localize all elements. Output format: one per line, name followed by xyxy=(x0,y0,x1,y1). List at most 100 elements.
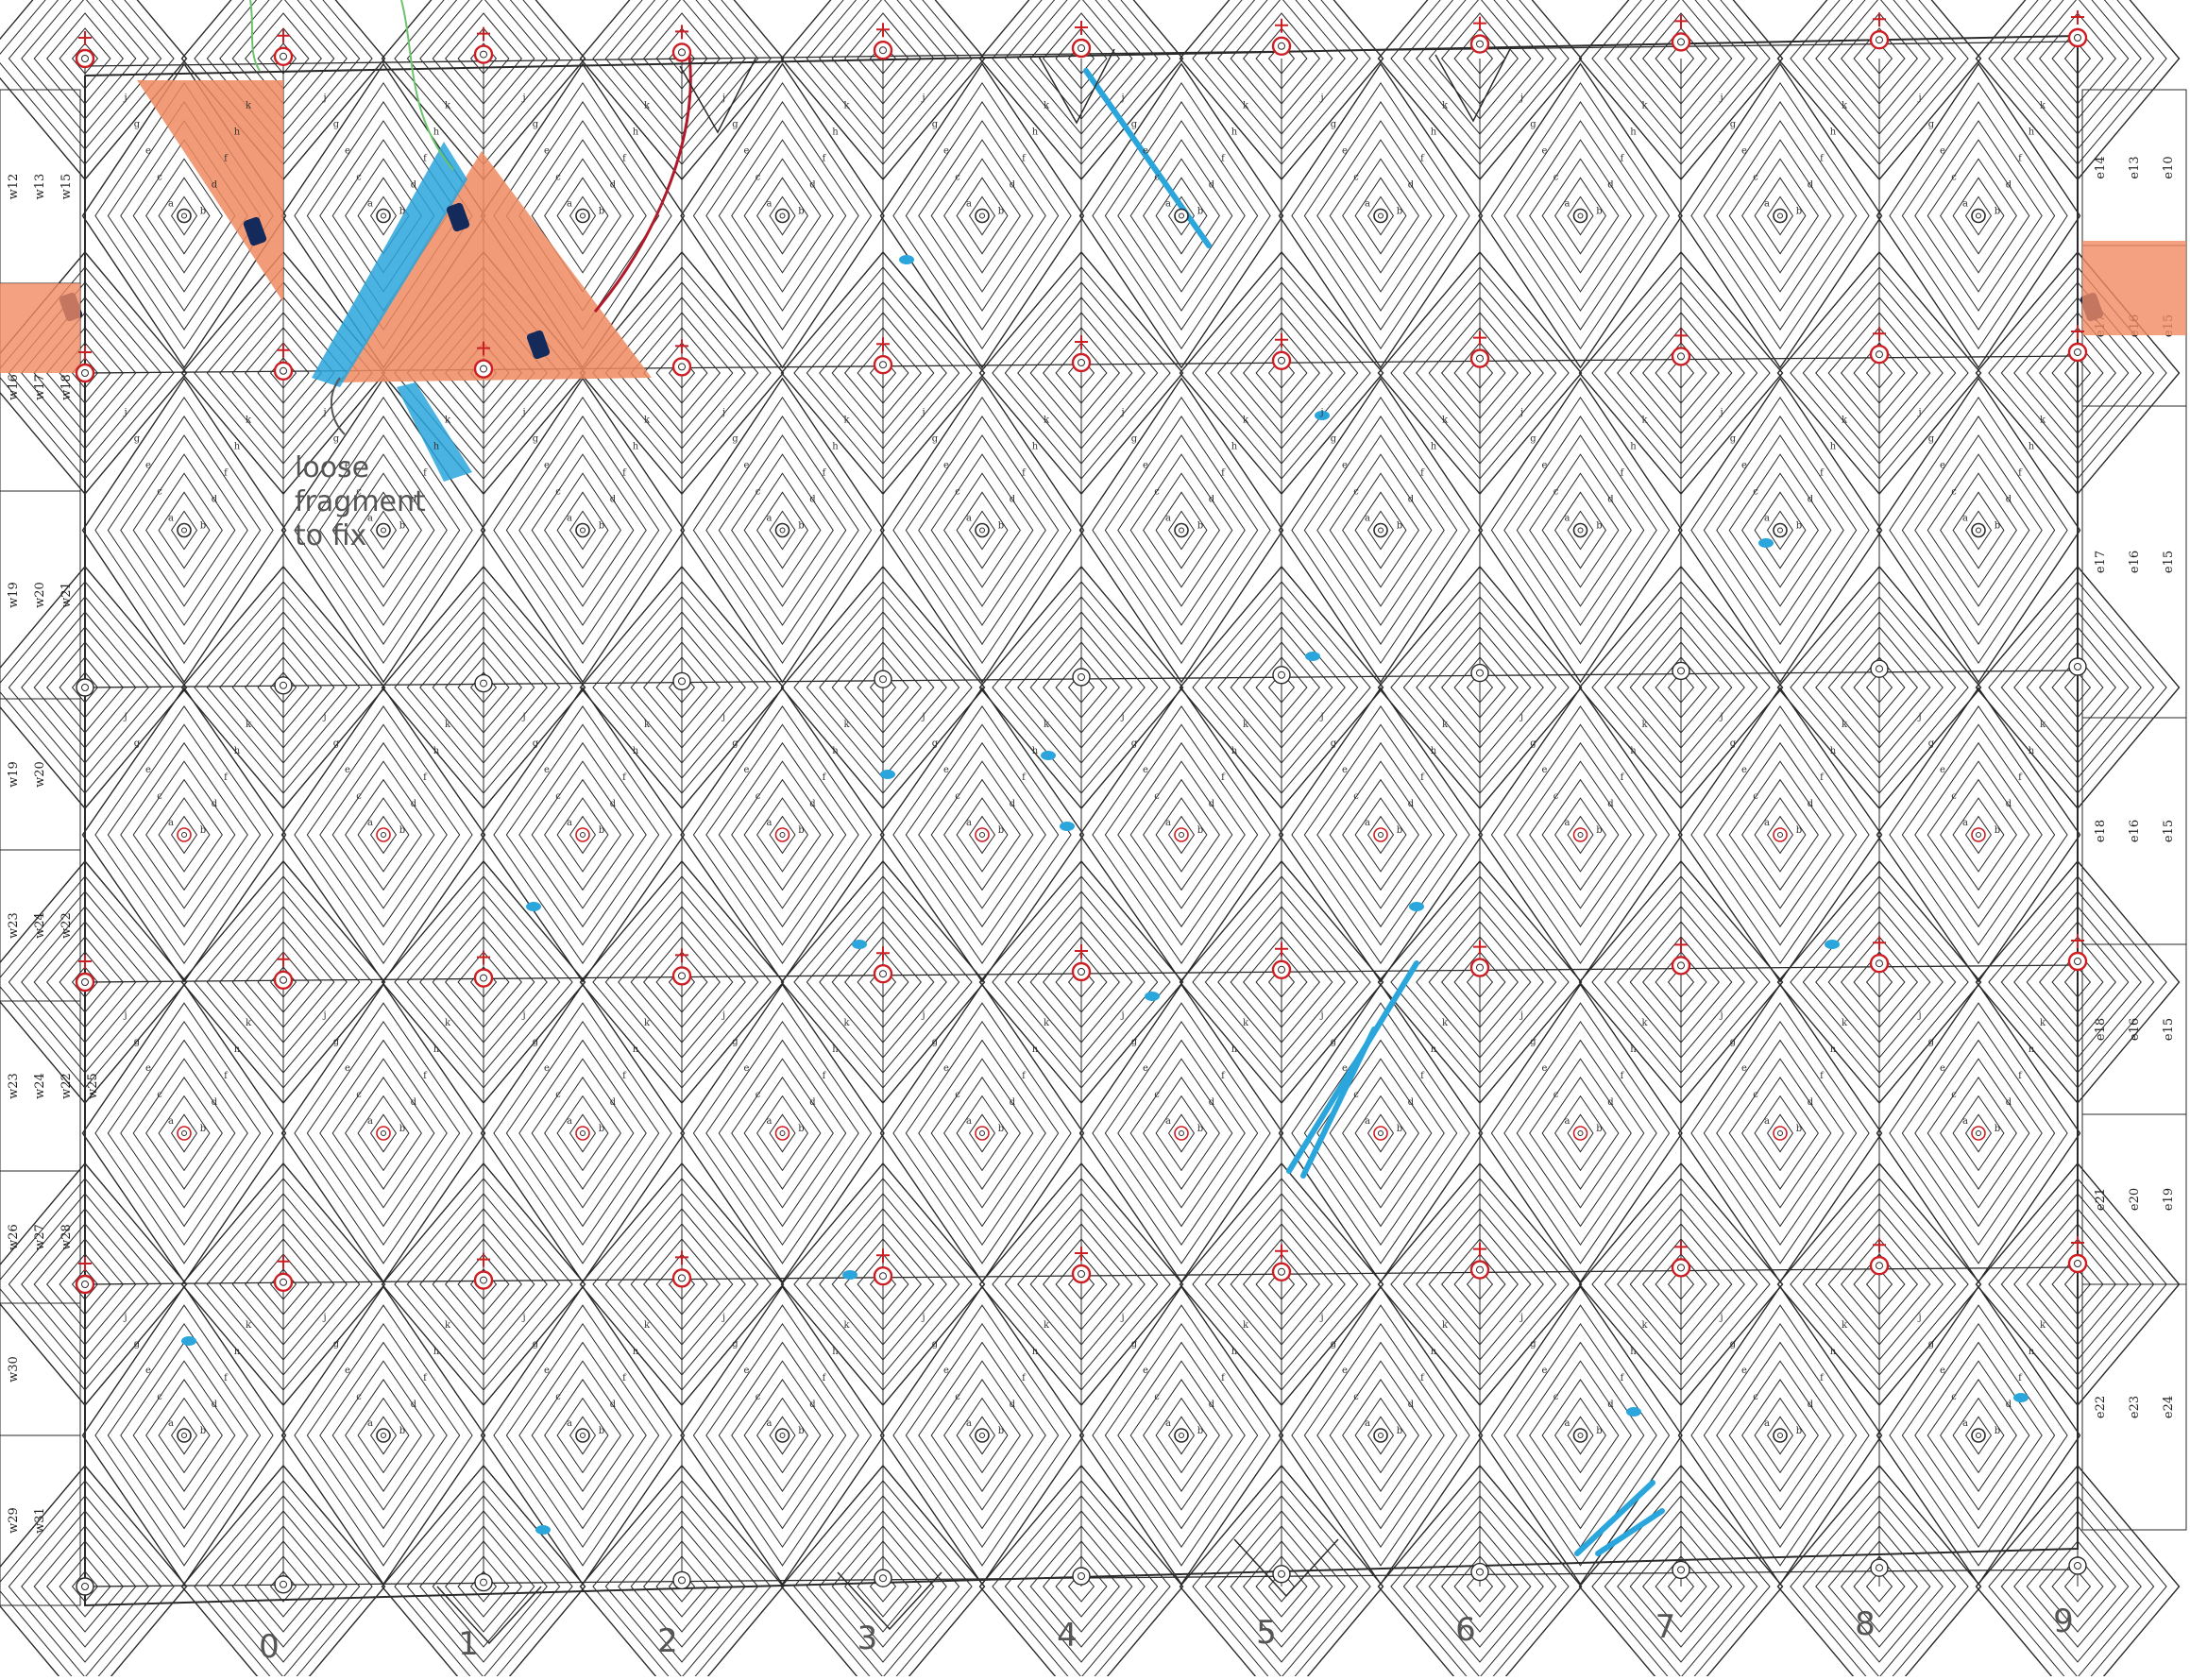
tile-outline xyxy=(918,741,1046,928)
ring-letter: a xyxy=(567,818,572,828)
ring-letter: j xyxy=(722,408,725,418)
survey-point-core xyxy=(1777,212,1783,219)
tile-outline xyxy=(306,416,461,645)
survey-point-core xyxy=(1078,673,1085,681)
survey-point xyxy=(1971,208,1986,224)
tile-outline xyxy=(1889,1002,2068,1264)
ring-letter: c xyxy=(555,1090,561,1100)
ring-letter: c xyxy=(1553,791,1559,802)
ring-letter: a xyxy=(367,1116,373,1127)
tile-outline xyxy=(2051,1555,2104,1618)
tile-outline xyxy=(1316,120,1445,312)
survey-point-core xyxy=(779,1130,786,1136)
survey-point-core xyxy=(181,832,187,838)
ring-letter: h xyxy=(1830,127,1837,138)
ring-letter: j xyxy=(1719,1313,1723,1323)
ring-letter: j xyxy=(1917,93,1921,104)
tile-outline xyxy=(943,1379,1021,1492)
tile-outline xyxy=(1567,1416,1594,1455)
tile-outline xyxy=(1092,1002,1271,1264)
ring-letter: c xyxy=(955,487,960,498)
ring-letter: d xyxy=(809,1400,816,1410)
tile-outline xyxy=(692,81,873,350)
ring-letter: k xyxy=(246,416,252,426)
tile-outline xyxy=(756,797,808,873)
survey-point xyxy=(1572,522,1588,538)
survey-point-core xyxy=(1078,1270,1085,1278)
blue-wear-streak xyxy=(1574,1480,1655,1556)
tile-outline xyxy=(1815,1510,1944,1663)
tile-outline xyxy=(1728,1058,1832,1209)
ring-letter: b xyxy=(1596,1124,1602,1134)
tile-outline xyxy=(531,760,635,909)
west-strip-label: w20 xyxy=(33,582,47,608)
survey-point-core xyxy=(1876,1262,1883,1270)
tile-outline xyxy=(556,177,609,255)
survey-point xyxy=(1869,345,1890,365)
tile-outline xyxy=(918,1039,1046,1228)
dark-mark xyxy=(526,330,551,360)
tile-outline xyxy=(1940,1077,2017,1190)
tile-outline xyxy=(1766,510,1794,551)
survey-point-core xyxy=(1876,959,1883,968)
ring-letter: d xyxy=(1408,495,1415,505)
east-strip-label: e18 xyxy=(2094,1018,2108,1041)
tile-outline xyxy=(918,120,1046,312)
ring-letter: c xyxy=(157,487,162,498)
ring-letter: h xyxy=(633,746,639,756)
west-strip-label: w22 xyxy=(59,1073,74,1099)
survey-point-core xyxy=(1378,1433,1384,1438)
tile-outline xyxy=(1291,1304,1470,1567)
ring-letter: f xyxy=(1621,468,1625,479)
ring-letter: k xyxy=(445,1018,451,1028)
tile-outline xyxy=(1129,139,1233,293)
blue-wear-spot xyxy=(1060,822,1075,831)
tile-outline xyxy=(1516,434,1645,626)
tile-outline xyxy=(1529,1058,1632,1209)
tile-outline xyxy=(857,1555,909,1618)
survey-point-core xyxy=(1179,1433,1184,1438)
ring-letter: d xyxy=(1607,180,1614,191)
tile-outline xyxy=(1901,101,2056,331)
ring-letter: h xyxy=(234,1044,241,1055)
survey-point xyxy=(1572,1428,1588,1443)
ring-letter: j xyxy=(1319,93,1323,104)
tile-outline xyxy=(1192,1480,1371,1680)
tile-outline xyxy=(1914,1341,2043,1530)
ring-letter: f xyxy=(1420,154,1425,164)
tile-outline xyxy=(1703,1020,1858,1247)
ring-letter: g xyxy=(1131,434,1138,445)
ring-letter: h xyxy=(2029,1347,2035,1357)
tile-outline xyxy=(1927,453,2030,607)
tile-outline xyxy=(1316,741,1445,928)
red-cross-mark xyxy=(78,1257,92,1271)
survey-point xyxy=(1971,522,1986,538)
survey-point xyxy=(1971,827,1986,842)
ring-letter: c xyxy=(1753,173,1758,183)
survey-point-core xyxy=(1976,1433,1981,1438)
ring-letter: e xyxy=(1143,461,1148,471)
tile-outline xyxy=(158,491,211,569)
ring-letter: g xyxy=(1530,434,1536,445)
survey-point xyxy=(975,1428,990,1443)
survey-point-core xyxy=(979,1433,985,1438)
tile-outline xyxy=(1278,62,1484,369)
tile-outline xyxy=(1889,81,2068,350)
tile-outline xyxy=(943,158,1021,274)
ring-letter: a xyxy=(1764,818,1770,828)
tile-outline xyxy=(1354,1095,1407,1172)
ring-letter: e xyxy=(1143,1366,1148,1376)
ring-letter: f xyxy=(1420,772,1425,783)
survey-point-core xyxy=(1476,40,1484,48)
survey-point xyxy=(75,363,95,383)
survey-point xyxy=(1271,1262,1292,1282)
tile-outline xyxy=(743,1077,822,1190)
survey-points xyxy=(75,10,2088,1596)
ring-letter: f xyxy=(1820,772,1825,783)
survey-point-core xyxy=(81,1281,89,1288)
tile-outline xyxy=(544,158,621,274)
red-cross-mark xyxy=(1674,14,1688,29)
tile-outline xyxy=(892,396,1072,665)
tile-outline xyxy=(1567,815,1594,855)
ring-letter: c xyxy=(955,791,960,802)
